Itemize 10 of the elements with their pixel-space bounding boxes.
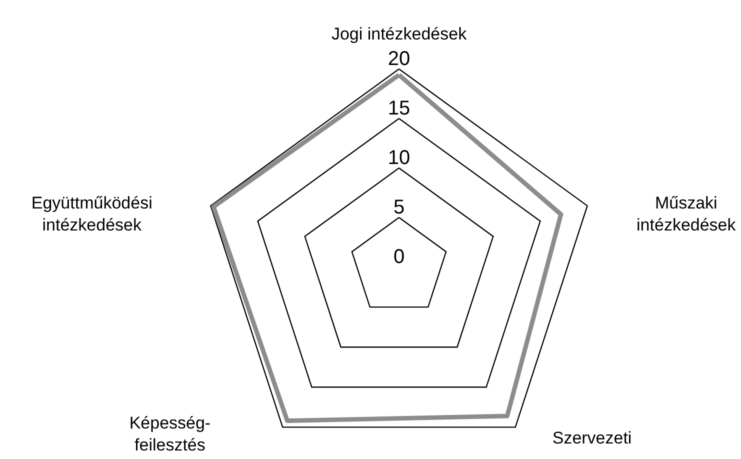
spoke-label: Műszaki intézkedések bbox=[636, 194, 736, 235]
y-tick-label: 10 bbox=[388, 147, 410, 169]
y-tick-label: 20 bbox=[388, 48, 410, 70]
spoke-label: Képesség- feilesztés bbox=[129, 414, 211, 455]
y-tick-label: 5 bbox=[393, 196, 405, 218]
y-tick-label: 15 bbox=[388, 98, 410, 120]
spoke-label: Szervezeti bbox=[552, 428, 632, 448]
y-tick-label: 0 bbox=[393, 246, 405, 268]
spoke-label: Együttműködési intézkedések bbox=[31, 194, 152, 235]
spoke-label: Jogi intézkedések bbox=[331, 24, 468, 44]
